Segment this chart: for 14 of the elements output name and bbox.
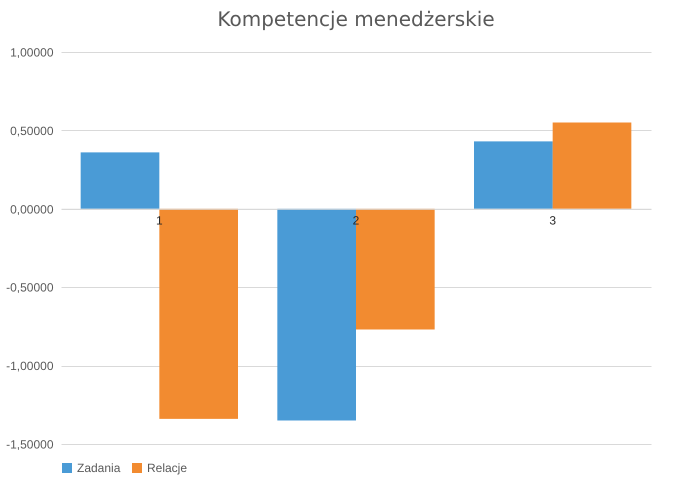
bar (474, 141, 553, 209)
chart-title: Kompetencje menedżerskie (217, 7, 495, 31)
legend-label: Zadania (77, 461, 121, 475)
y-tick-label: -1,00000 (6, 359, 54, 374)
bar (552, 122, 632, 209)
x-tick-label: 2 (352, 213, 360, 228)
y-tick-label: 0,00000 (10, 202, 54, 216)
legend-label: Relacje (147, 461, 188, 475)
y-tick-label: 0,50000 (10, 124, 54, 138)
bar (80, 152, 160, 209)
y-tick-label: 1,00000 (10, 46, 54, 60)
x-tick-label: 3 (549, 213, 556, 228)
y-tick-label: -0,50000 (6, 280, 54, 295)
y-tick-label: -1,50000 (6, 438, 54, 452)
